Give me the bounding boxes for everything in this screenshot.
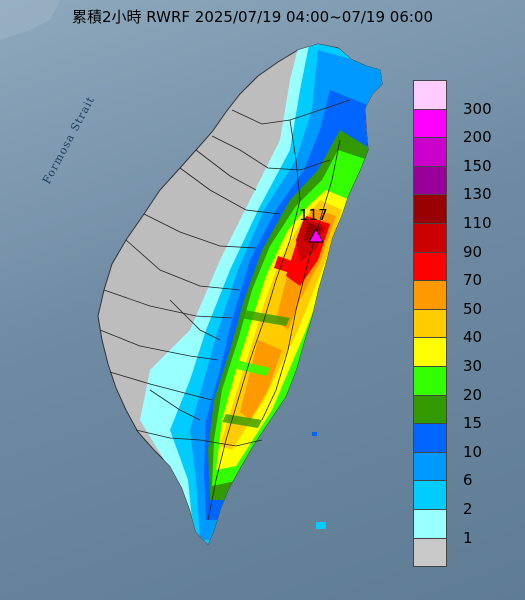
legend-level [413,537,520,568]
legend-label: 50 [463,299,483,318]
rainfall-layers [140,44,382,544]
max-rainfall-marker [308,227,324,243]
legend-level: 10 [413,423,520,461]
legend-swatch [413,366,447,396]
legend-level: 70 [413,251,520,289]
legend-level: 6 [413,451,520,489]
legend-level: 2 [413,480,520,518]
legend-level: 50 [413,280,520,318]
legend-label: 200 [463,128,492,147]
legend-level: 200 [413,108,520,146]
legend-swatch [413,537,447,568]
rainfall-legend: 300 200 150 130 110 90 70 50 40 30 20 15 10 6 2 1 [413,80,520,570]
legend-swatch [413,194,447,224]
legend-swatch [413,280,447,310]
legend-level: 110 [413,194,520,232]
legend-level: 300 [413,80,520,118]
legend-swatch [413,451,447,482]
legend-swatch [413,423,447,453]
legend-swatch [413,394,447,425]
legend-level: 130 [413,165,520,203]
legend-label: 20 [463,385,483,404]
legend-label: 1 [463,528,473,547]
legend-level: 1 [413,509,520,547]
legend-label: 10 [463,442,483,461]
legend-label: 90 [463,242,483,261]
legend-label: 70 [463,271,483,290]
legend-label: 2 [463,499,473,518]
legend-level: 30 [413,337,520,375]
legend-label: 110 [463,213,492,232]
legend-swatch [413,337,447,367]
legend-level: 15 [413,394,520,432]
legend-swatch [413,509,447,539]
legend-swatch [413,251,447,282]
county-boundaries [99,99,351,521]
legend-swatch [413,80,447,110]
legend-label: 150 [463,156,492,175]
legend-level: 40 [413,308,520,346]
legend-label: 30 [463,356,483,375]
legend-level: 150 [413,137,520,175]
legend-label: 15 [463,414,483,433]
max-value-label: 117 [299,206,328,224]
legend-swatch [413,480,447,510]
legend-swatch [413,137,447,167]
legend-swatch [413,165,447,196]
legend-label: 40 [463,328,483,347]
map-title: 累積2小時 RWRF 2025/07/19 04:00~07/19 06:00 [72,8,434,26]
legend-swatch [413,308,447,339]
legend-swatch [413,223,447,253]
legend-swatch [413,108,447,139]
legend-label: 130 [463,185,492,204]
legend-label: 6 [463,471,473,490]
legend-level: 90 [413,223,520,261]
legend-label: 300 [463,99,492,118]
legend-level: 20 [413,366,520,404]
